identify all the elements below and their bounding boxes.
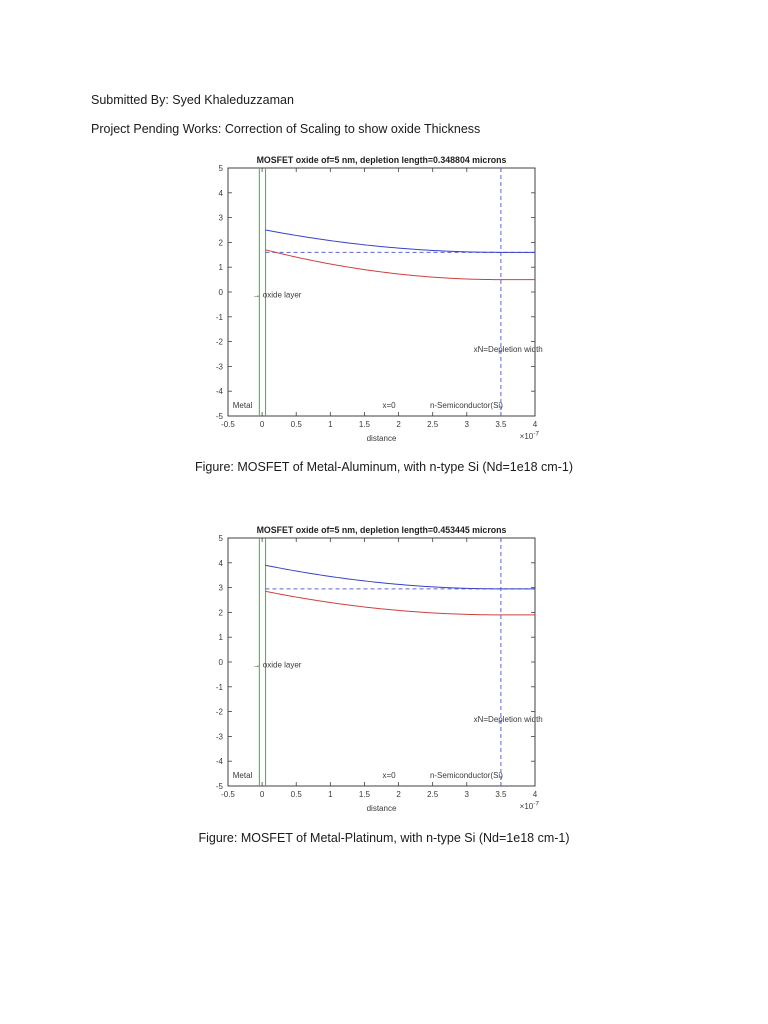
y-tick-label: 0	[219, 658, 224, 667]
y-tick-label: -1	[216, 313, 224, 322]
series-band-potential-lower-red	[265, 249, 535, 281]
x-tick-label: 2.5	[427, 420, 439, 429]
x-tick-label: 1.5	[359, 790, 371, 799]
x-axis-label: distance	[367, 434, 397, 443]
x-tick-label: 0.5	[291, 420, 303, 429]
series-band-potential-upper-blue	[265, 229, 535, 253]
metal-annotation: Metal	[233, 401, 253, 410]
plot-box	[227, 167, 536, 417]
y-tick-label: 3	[219, 584, 224, 593]
y-tick-label: 1	[219, 633, 224, 642]
x-tick-label: 3.5	[495, 790, 507, 799]
x-tick-label: 3	[465, 790, 470, 799]
x-tick-label: -0.5	[221, 420, 235, 429]
x-zero-annotation: x=0	[382, 771, 396, 780]
y-tick-label: -2	[216, 338, 224, 347]
y-tick-label: 2	[219, 608, 224, 617]
semiconductor-annotation: n-Semiconductor(Si)	[430, 401, 503, 410]
x-tick-label: 2	[396, 790, 401, 799]
project-pending-works-line: Project Pending Works: Correction of Sca…	[91, 122, 481, 136]
x-tick-label: 0	[260, 420, 265, 429]
y-tick-label: 3	[219, 214, 224, 223]
y-tick-label: -1	[216, 683, 224, 692]
x-tick-label: 3	[465, 420, 470, 429]
figure-metal-aluminum-plot: -0.5 0 0.5 1 1.5 2 2.5 3 3.5 4 5 4 3 2 1 0 -1 -2 -3 -4 -5 MOS…	[216, 155, 543, 443]
y-tick-label: 0	[219, 288, 224, 297]
y-tick-label: 2	[219, 238, 224, 247]
x-zero-annotation: x=0	[382, 401, 396, 410]
y-tick-label: -3	[216, 732, 224, 741]
y-tick-label: -4	[216, 387, 224, 396]
y-tick-label: -4	[216, 757, 224, 766]
x-tick-label: 1	[328, 790, 333, 799]
y-tick-label: 1	[219, 263, 224, 272]
x-tick-label: 2	[396, 420, 401, 429]
submitted-by-line: Submitted By: Syed Khaleduzzaman	[91, 93, 294, 107]
depletion-width-annotation: xN=Depletion width	[474, 715, 543, 724]
chart-title: MOSFET oxide of=5 nm, depletion length=0…	[257, 155, 507, 165]
x-axis-scale-label: ×10-7	[520, 431, 540, 442]
x-tick-label: 4	[533, 420, 538, 429]
x-tick-label: 0.5	[291, 790, 303, 799]
series-band-potential-lower-red	[265, 590, 535, 616]
y-tick-label: -2	[216, 708, 224, 717]
chart-title: MOSFET oxide of=5 nm, depletion length=0…	[257, 525, 507, 535]
y-tick-label: 5	[219, 534, 224, 543]
oxide-layer-annotation: → oxide layer	[253, 660, 302, 669]
figure-caption: Figure: MOSFET of Metal-Aluminum, with n…	[194, 460, 573, 474]
x-axis-scale-label: ×10-7	[520, 801, 540, 812]
x-tick-label: 4	[533, 790, 538, 799]
plot-box	[227, 537, 536, 787]
y-tick-label: 4	[219, 189, 224, 198]
semiconductor-annotation: n-Semiconductor(Si)	[430, 771, 503, 780]
y-tick-label: -5	[216, 782, 224, 791]
x-axis-label: distance	[367, 804, 397, 813]
x-tick-label: 2.5	[427, 790, 439, 799]
y-tick-label: -5	[216, 412, 224, 421]
depletion-width-annotation: xN=Depletion width	[474, 345, 543, 354]
y-tick-label: 5	[219, 164, 224, 173]
x-tick-label: 1.5	[359, 420, 371, 429]
series-band-potential-upper-blue	[265, 564, 535, 590]
figure-caption: Figure: MOSFET of Metal-Platinum, with n…	[198, 831, 570, 845]
metal-annotation: Metal	[233, 771, 253, 780]
oxide-layer-annotation: → oxide layer	[253, 290, 302, 299]
figure-metal-platinum-plot: -0.5 0 0.5 1 1.5 2 2.5 3 3.5 4 5 4 3 2 1 0 -1 -2 -3 -4 -5 MOS…	[216, 525, 543, 813]
y-tick-label: 4	[219, 559, 224, 568]
x-tick-label: 3.5	[495, 420, 507, 429]
x-tick-label: 0	[260, 790, 265, 799]
y-tick-label: -3	[216, 362, 224, 371]
x-tick-label: 1	[328, 420, 333, 429]
x-tick-label: -0.5	[221, 790, 235, 799]
